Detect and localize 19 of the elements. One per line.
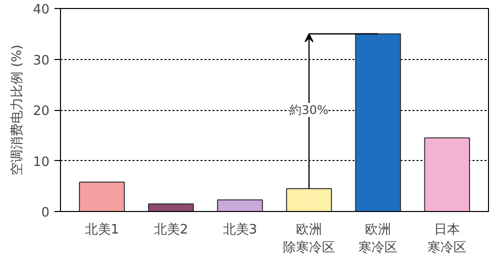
bar <box>286 188 332 212</box>
x-tick-label: 北美3 <box>222 222 258 238</box>
annotation: 約30% <box>290 103 328 117</box>
x-tick-label: 日本寒冷区 <box>428 222 467 256</box>
bar <box>355 33 401 212</box>
bar <box>424 137 470 212</box>
y-tick-label: 20 <box>32 104 50 119</box>
y-axis-title: 空调消费电力比例 (%) <box>10 44 25 176</box>
y-tick-label: 30 <box>32 53 50 68</box>
y-tick-label: 0 <box>41 206 50 220</box>
bar <box>217 199 263 212</box>
x-tick-label: 欧洲寒冷区 <box>358 222 398 256</box>
y-tick-label: 40 <box>32 2 50 18</box>
bar <box>148 203 194 212</box>
bar <box>78 182 125 212</box>
x-tick-label: 北美1 <box>84 222 120 238</box>
y-tick-label: 10 <box>32 154 50 170</box>
x-tick-label: 北美2 <box>154 222 188 238</box>
x-tick-label: 欧洲除寒冷区 <box>283 222 336 256</box>
